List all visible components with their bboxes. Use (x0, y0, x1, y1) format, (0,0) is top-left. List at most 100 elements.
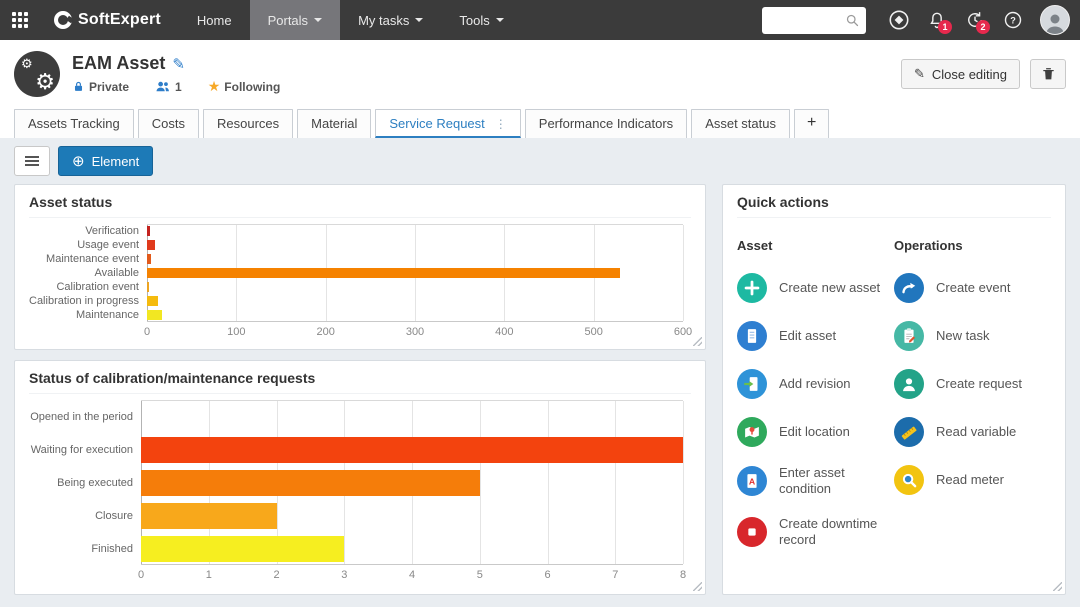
tab-resources[interactable]: Resources (203, 109, 294, 138)
bar-track (147, 280, 683, 294)
notifications-bell-icon[interactable]: 1 (918, 0, 956, 40)
quick-actions-panel: Quick actions Asset Create new asset Edit … (722, 184, 1066, 595)
quick-action-read-variable[interactable]: Read variable (894, 417, 1051, 447)
quick-action-label: Edit location (779, 423, 850, 439)
apps-grid-icon[interactable] (0, 0, 40, 40)
quick-action-edit-asset[interactable]: Edit asset (737, 321, 894, 351)
members-indicator[interactable]: 1 (155, 80, 182, 94)
search-input[interactable] (762, 6, 866, 34)
panel-resize-handle[interactable] (693, 582, 702, 591)
tab-material[interactable]: Material (297, 109, 372, 138)
document-arrow-icon (737, 369, 767, 399)
quick-action-create-event[interactable]: Create event (894, 273, 1051, 303)
privacy-label: Private (89, 79, 130, 94)
brand-logo[interactable]: SoftExpert (54, 11, 161, 29)
workspace-diamond-icon[interactable] (880, 0, 918, 40)
quick-action-enter-asset-condition[interactable]: A Enter asset condition (737, 465, 894, 498)
chart-title: Status of calibration/maintenance reques… (29, 370, 691, 394)
x-tick-label: 2 (273, 569, 280, 581)
bar-track (147, 294, 683, 308)
layout-list-button[interactable] (14, 146, 50, 176)
close-editing-button[interactable]: ✎ Close editing (900, 59, 1020, 89)
quick-action-create-new-asset[interactable]: Create new asset (737, 273, 894, 303)
svg-text:?: ? (1010, 16, 1016, 26)
quick-action-label: Edit asset (779, 327, 837, 343)
quick-action-new-task[interactable]: New task (894, 321, 1051, 351)
bar[interactable] (147, 310, 163, 320)
quick-action-edit-location[interactable]: Edit location (737, 417, 894, 447)
quick-action-label: Create downtime record (779, 515, 878, 547)
chevron-down-icon (415, 18, 424, 22)
nav-item-portals[interactable]: Portals (249, 0, 341, 40)
chevron-down-icon (314, 18, 323, 22)
x-tick-label: 3 (341, 569, 348, 581)
quick-action-create-request[interactable]: Create request (894, 369, 1051, 399)
pending-history-icon[interactable]: 2 (956, 0, 994, 40)
help-icon[interactable]: ? (994, 0, 1032, 40)
column-title: Asset (737, 238, 773, 253)
nav-item-tools[interactable]: Tools (441, 0, 521, 40)
nav-item-my-tasks[interactable]: My tasks (340, 0, 441, 40)
bar[interactable] (141, 469, 480, 496)
following-indicator[interactable]: ★ Following (208, 78, 281, 95)
requests-status-chart: Opened in the period Waiting for executio… (29, 400, 691, 585)
quick-action-create-downtime-record[interactable]: Create downtime record (737, 516, 894, 549)
document-a-icon: A (737, 466, 767, 497)
document-icon (737, 321, 767, 351)
quick-actions-column-operations: Operations Create event New task Create req… (894, 234, 1051, 566)
nav-item-home[interactable]: Home (196, 12, 232, 28)
bar[interactable] (141, 436, 683, 463)
kebab-menu-icon[interactable]: ⋮ (494, 117, 507, 131)
x-tick-label: 4 (408, 569, 416, 581)
lock-icon (74, 81, 83, 91)
chart-row: Calibration event (29, 280, 691, 294)
chevron-down-icon (495, 18, 504, 22)
delete-portal-button[interactable] (1030, 59, 1066, 89)
bar[interactable] (141, 535, 345, 562)
add-element-label: Element (91, 153, 140, 169)
edit-title-pencil-icon[interactable]: ✎ (172, 55, 185, 73)
bar[interactable] (147, 268, 621, 278)
bar[interactable] (141, 502, 277, 529)
x-tick-label: 7 (612, 569, 619, 581)
search-icon (846, 14, 859, 26)
quick-actions-title: Quick actions (737, 194, 1051, 218)
panel-resize-handle[interactable] (693, 337, 702, 346)
tab-service-request[interactable]: Service Request ⋮ (375, 109, 521, 138)
portal-gears-icon[interactable]: ⚙ ⚙ (14, 51, 60, 97)
quick-action-add-revision[interactable]: Add revision (737, 369, 894, 399)
brand-name: SoftExpert (78, 11, 161, 28)
category-label: Calibration event (56, 281, 139, 293)
tab-asset-status[interactable]: Asset status (691, 109, 790, 138)
quick-action-label: Create event (936, 279, 1011, 295)
add-tab-button[interactable]: + (794, 109, 830, 138)
bar-track (147, 224, 683, 238)
trash-icon (1042, 68, 1054, 80)
category-label: Maintenance event (46, 253, 139, 265)
bar-track (141, 466, 683, 499)
content-toolbar: ⊕ Element (14, 146, 1066, 176)
add-element-button[interactable]: ⊕ Element (58, 146, 154, 176)
chart-row: Calibration in progress (29, 294, 691, 308)
star-icon: ★ (207, 78, 221, 94)
bar[interactable] (147, 226, 150, 236)
user-avatar[interactable] (1040, 5, 1070, 35)
bar[interactable] (147, 296, 158, 306)
tab-costs[interactable]: Costs (137, 109, 199, 138)
bar[interactable] (147, 282, 149, 292)
bar[interactable] (147, 240, 156, 250)
panel-resize-handle[interactable] (1053, 582, 1062, 591)
bar[interactable] (147, 254, 152, 264)
tab-assets-tracking[interactable]: Assets Tracking (14, 109, 134, 138)
quick-action-read-meter[interactable]: Read meter (894, 465, 1051, 495)
bar-track (147, 238, 683, 252)
bar-track (141, 532, 683, 565)
quick-action-label: Create new asset (779, 279, 881, 295)
navbar-menu: Home Portals My tasks Tools (179, 0, 522, 40)
category-label: Available (94, 267, 139, 279)
chart-row: Maintenance event (29, 252, 691, 266)
x-tick-label: 200 (316, 326, 335, 338)
bell-badge: 1 (938, 20, 952, 34)
quick-action-label: Read variable (936, 423, 1017, 439)
tab-performance-indicators[interactable]: Performance Indicators (524, 109, 688, 138)
